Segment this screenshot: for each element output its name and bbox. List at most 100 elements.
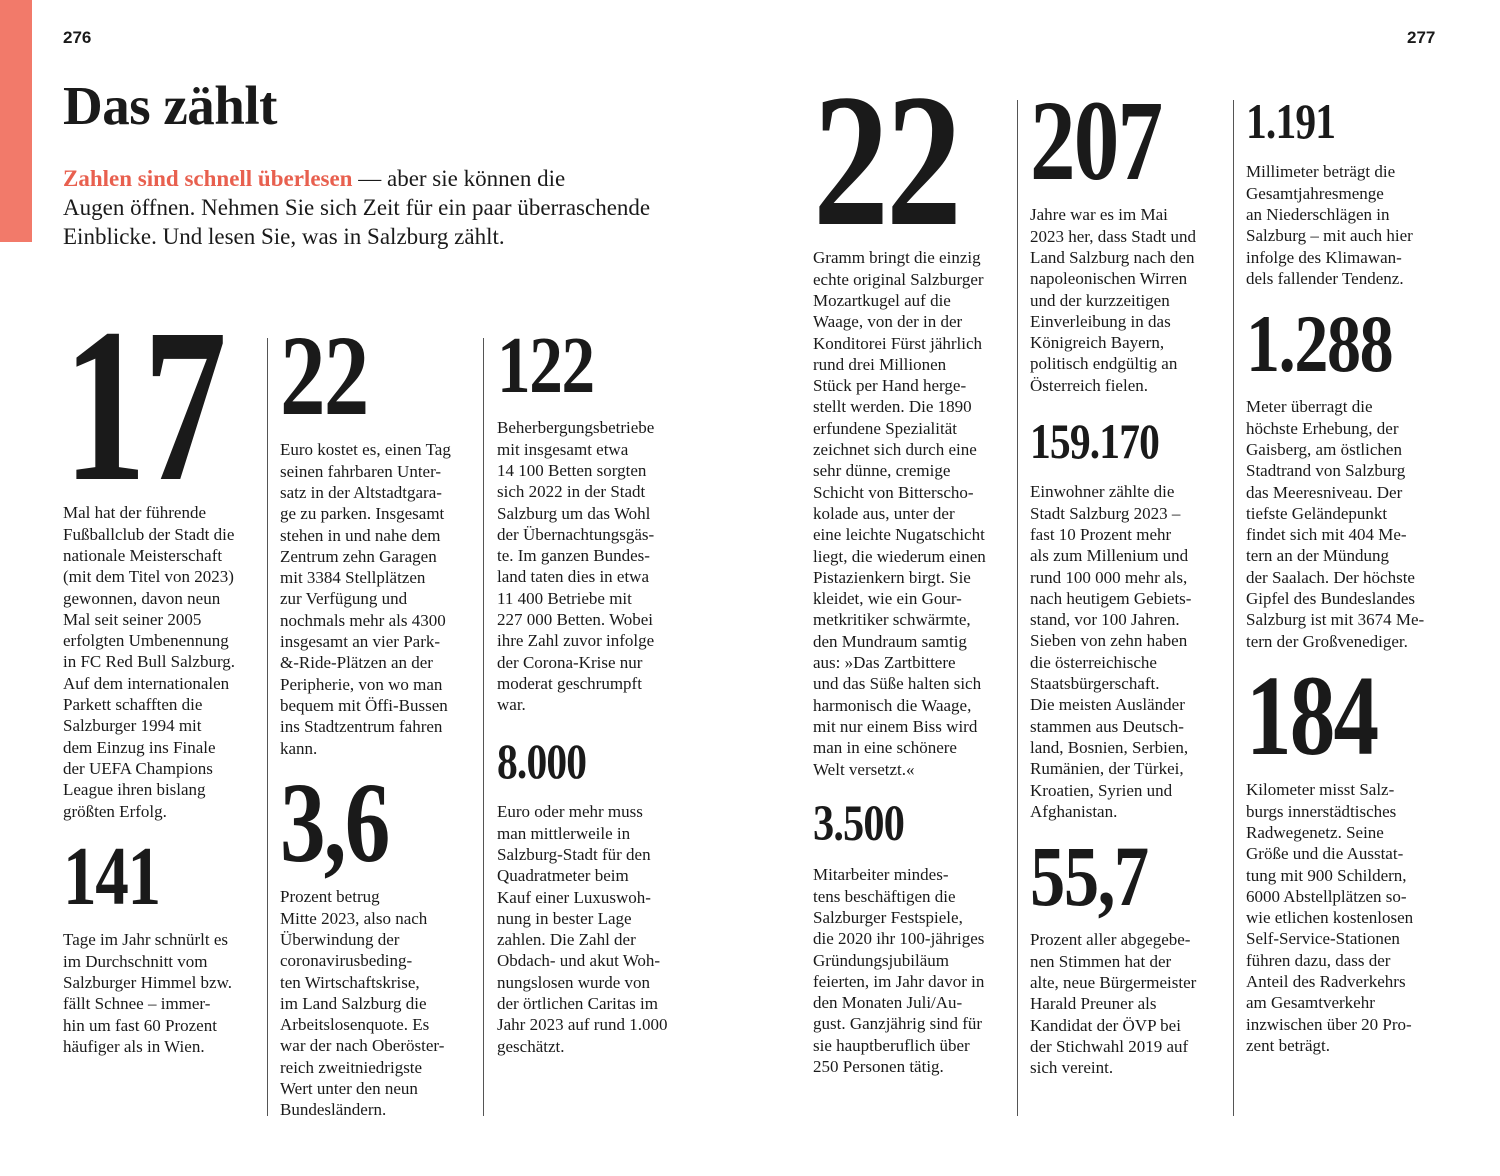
- body-text-line: kleidet, wie ein Gour-: [813, 589, 962, 609]
- page-title: Das zählt: [63, 75, 277, 136]
- intro-line: Einblicke. Und lesen Sie, was in Salzbur…: [63, 224, 505, 249]
- body-text-line: Salzburg ist mit 3674 Me-: [1246, 610, 1425, 630]
- body-text-line: te. Im ganzen Bundes-: [497, 546, 650, 566]
- body-text-line: 6000 Abstellplätzen so-: [1246, 886, 1407, 906]
- body-text-line: erfundene Spezialität: [813, 418, 957, 438]
- intro-text: — aber sie können die: [358, 166, 566, 191]
- body-text-line: im Durchschnitt vom: [63, 951, 208, 971]
- body-text-line: war der nach Oberöster-: [280, 1036, 445, 1056]
- body-text-line: man mittlerweile in: [497, 823, 631, 843]
- big-number: 22: [280, 312, 369, 440]
- intro-line: Augen öffnen. Nehmen Sie sich Zeit für e…: [63, 195, 651, 220]
- body-text-line: Prozent aller abgegebe-: [1030, 930, 1191, 950]
- body-text-line: moderat geschrumpft: [497, 673, 642, 693]
- body-text-line: fällt Schnee – immer-: [63, 994, 211, 1014]
- body-text-line: Stadt Salzburg 2023 –: [1030, 503, 1181, 523]
- body-text-line: bequem mit Öffi-Bussen: [280, 695, 448, 715]
- big-number: 55,7: [1030, 827, 1149, 924]
- body-text-line: Salzburg-Stadt für den: [497, 844, 651, 864]
- body-text-line: ins Stadtzentrum fahren: [280, 717, 443, 737]
- body-text-line: Größe und die Ausstat-: [1246, 844, 1404, 864]
- body-text-line: mit 3384 Stellplätzen: [280, 568, 426, 588]
- body-text-line: der Corona-Krise nur: [497, 652, 643, 672]
- body-text-line: Mozartkugel auf die: [813, 290, 951, 310]
- body-text-line: tern an der Mündung: [1246, 546, 1390, 566]
- body-text-line: Tage im Jahr schnürlt es: [63, 930, 228, 950]
- big-number: 184: [1246, 652, 1379, 780]
- body-text-line: Kroatien, Syrien und: [1030, 780, 1173, 800]
- body-text-line: satz in der Altstadtgara-: [280, 482, 442, 502]
- body-text-line: der Saalach. Der höchste: [1246, 567, 1415, 587]
- body-text-line: der UEFA Champions: [63, 758, 213, 778]
- body-text-line: Welt versetzt.«: [813, 759, 915, 779]
- body-text-line: Salzburger Himmel bzw.: [63, 972, 233, 992]
- body-text-line: rund drei Millionen: [813, 354, 947, 374]
- big-number: 141: [63, 829, 161, 923]
- body-text-line: Euro kostet es, einen Tag: [280, 440, 451, 460]
- body-text-line: sich vereint.: [1030, 1058, 1114, 1078]
- body-text-line: Jahre war es im Mai: [1030, 205, 1168, 225]
- body-text-line: feierten, im Jahr davor in: [813, 971, 985, 991]
- body-text-line: rund 100 000 mehr als,: [1030, 567, 1188, 587]
- body-text-line: Mal seit seiner 2005: [63, 609, 202, 629]
- body-text-line: Salzburger Festspiele,: [813, 907, 963, 927]
- body-text-line: der Stichwahl 2019 auf: [1030, 1036, 1189, 1056]
- body-text-line: kolade aus, unter der: [813, 503, 955, 523]
- body-text-line: &-Ride-Plätzen an der: [280, 653, 433, 673]
- column-divider: [1017, 100, 1018, 1116]
- big-number: 8.000: [497, 733, 587, 789]
- body-text-line: Jahr 2023 auf rund 1.000: [497, 1015, 668, 1035]
- body-text-line: harmonisch die Waage,: [813, 695, 972, 715]
- body-text-line: am Gesamtverkehr: [1246, 993, 1375, 1013]
- body-text-line: Auf dem internationalen: [63, 673, 230, 693]
- body-text-line: ge zu parken. Insgesamt: [280, 504, 445, 524]
- body-text-line: sich 2022 in der Stadt: [497, 482, 646, 502]
- body-text-line: tern der Großvenediger.: [1246, 631, 1408, 651]
- body-text-line: League ihren bislang: [63, 780, 206, 800]
- intro-highlight: Zahlen sind schnell überlesen: [63, 166, 353, 191]
- body-text-line: Fußballclub der Stadt die: [63, 524, 235, 544]
- big-number: 1.288: [1246, 298, 1394, 390]
- body-text-line: Stadtrand von Salzburg: [1246, 461, 1406, 481]
- body-text-line: Land Salzburg nach den: [1030, 247, 1195, 267]
- body-text-line: Beherbergungsbetriebe: [497, 418, 655, 438]
- body-text-line: höchste Erhebung, der: [1246, 418, 1399, 438]
- body-text-line: Wert unter den neun: [280, 1079, 418, 1099]
- body-text-line: Self-Service-Stationen: [1246, 929, 1400, 949]
- body-text-line: 250 Personen tätig.: [813, 1057, 944, 1077]
- body-text-line: fast 10 Prozent mehr: [1030, 524, 1172, 544]
- body-text-line: Prozent betrug: [280, 887, 380, 907]
- body-text-line: dels fallender Tendenz.: [1246, 268, 1404, 288]
- body-text-line: Rumänien, der Türkei,: [1030, 759, 1184, 779]
- body-text-line: ihre Zahl zuvor infolge: [497, 631, 655, 651]
- body-text-line: zahlen. Die Zahl der: [497, 930, 636, 950]
- body-text-line: war.: [497, 695, 526, 715]
- body-text-line: das Meeresniveau. Der: [1246, 482, 1403, 502]
- body-text-line: insgesamt an vier Park-: [280, 632, 441, 652]
- body-text-line: (mit dem Titel von 2023): [63, 567, 234, 587]
- body-text-line: land, Bosnien, Serbien,: [1030, 737, 1189, 757]
- body-text-line: Konditorei Fürst jährlich: [813, 333, 983, 353]
- body-text-line: Einverleibung in das: [1030, 311, 1171, 331]
- body-text-line: Gipfel des Bundeslandes: [1246, 589, 1416, 609]
- body-text-line: Bundesländern.: [280, 1100, 387, 1120]
- body-text-line: stammen aus Deutsch-: [1030, 716, 1184, 736]
- body-text-line: aus: »Das Zartbittere: [813, 653, 956, 673]
- body-text-line: Gaisberg, am östlichen: [1246, 439, 1402, 459]
- body-text-line: in FC Red Bull Salzburg.: [63, 652, 236, 672]
- body-text-line: den Mundraum samtig: [813, 631, 967, 651]
- body-text-line: stand, vor 100 Jahren.: [1030, 610, 1180, 630]
- body-text-line: mit nur einem Biss wird: [813, 716, 978, 736]
- column-divider: [483, 338, 484, 1116]
- body-text-line: zur Verfügung und: [280, 589, 408, 609]
- body-text-line: 227 000 Betten. Wobei: [497, 610, 654, 630]
- body-text-line: Radwegenetz. Seine: [1246, 822, 1384, 842]
- body-text-line: sehr dünne, cremige: [813, 461, 951, 481]
- body-text-line: Meter überragt die: [1246, 397, 1373, 417]
- body-text-line: tung mit 900 Schildern,: [1246, 865, 1407, 885]
- big-number: 22: [813, 55, 962, 266]
- body-text-line: häufiger als in Wien.: [63, 1036, 205, 1056]
- body-text-line: Anteil des Radverkehrs: [1246, 972, 1406, 992]
- body-text-line: tens beschäftigen die: [813, 886, 956, 906]
